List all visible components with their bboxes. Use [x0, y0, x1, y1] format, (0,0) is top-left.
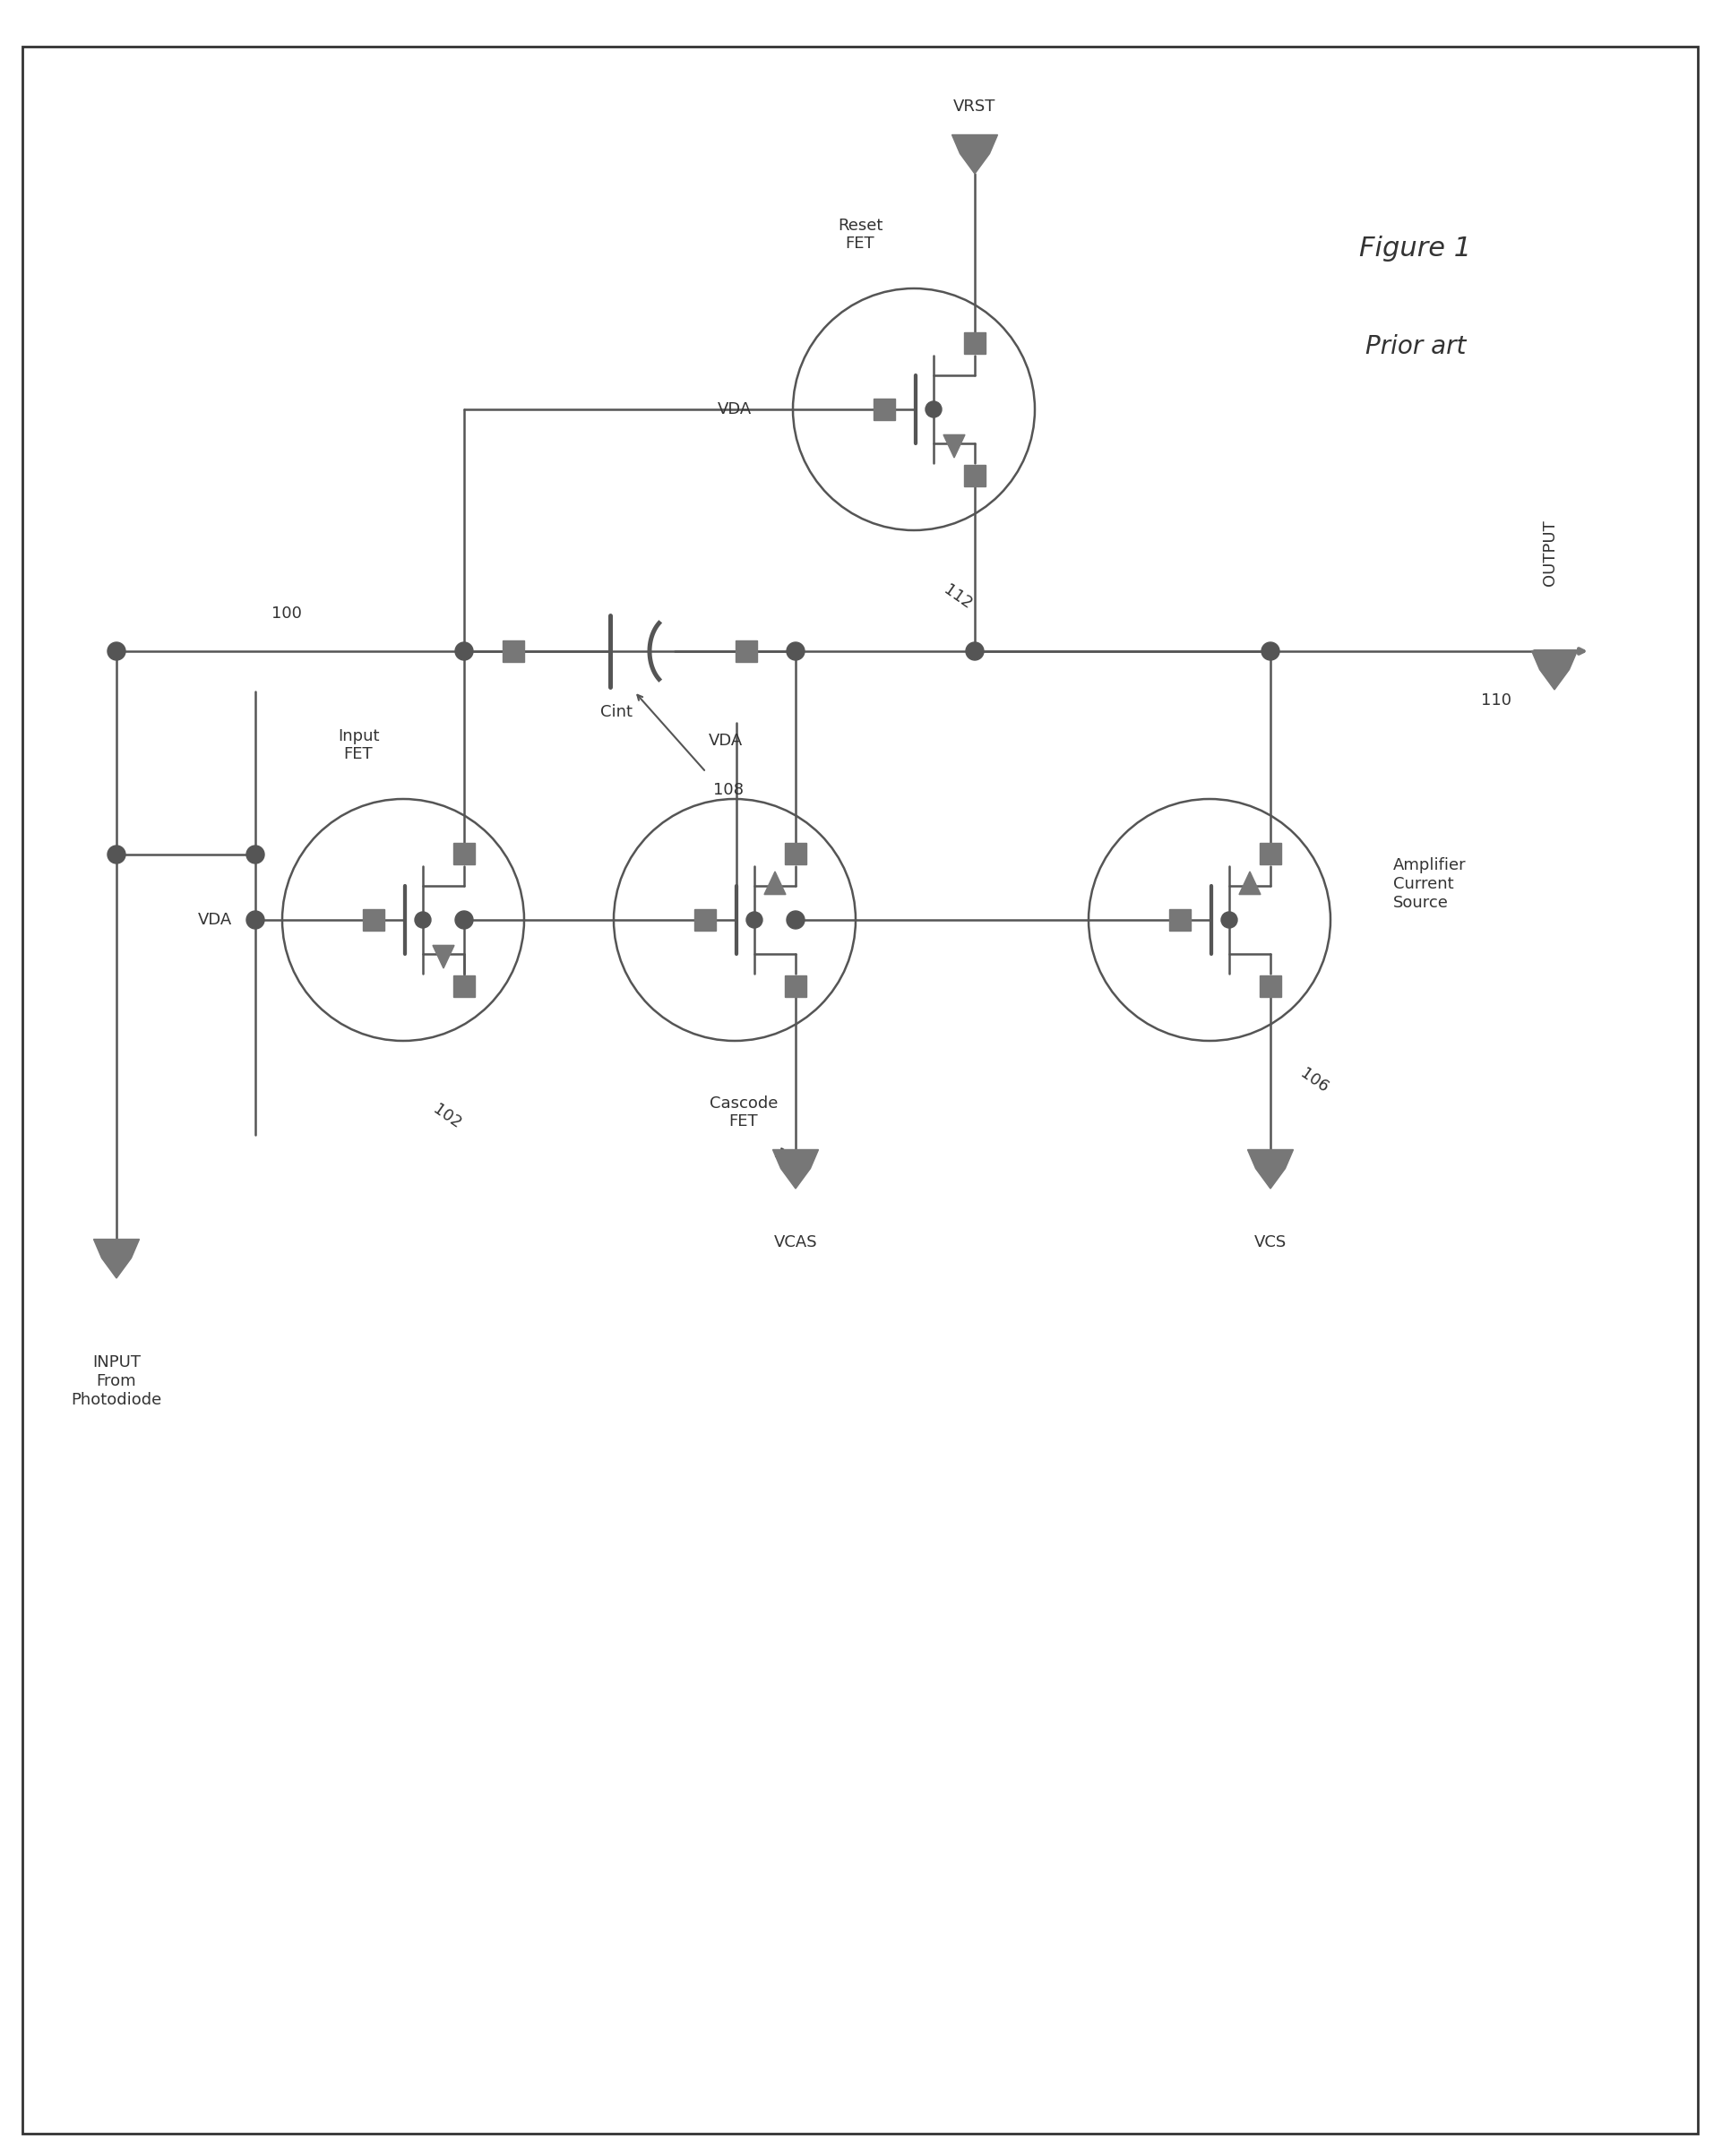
Circle shape — [1171, 912, 1188, 929]
Text: Cint: Cint — [601, 705, 632, 720]
Polygon shape — [765, 871, 785, 895]
Circle shape — [107, 642, 126, 660]
Bar — [503, 640, 523, 662]
Text: 102: 102 — [430, 1102, 465, 1132]
Text: VDA: VDA — [708, 733, 742, 748]
Text: 104: 104 — [770, 1147, 804, 1177]
Bar — [1261, 975, 1281, 996]
Text: Cascode
FET: Cascode FET — [709, 1095, 778, 1130]
Polygon shape — [944, 436, 964, 457]
Circle shape — [246, 845, 263, 862]
Text: VDA: VDA — [718, 401, 753, 418]
Polygon shape — [1240, 871, 1261, 895]
Text: Prior art: Prior art — [1366, 334, 1465, 360]
Bar — [735, 640, 758, 662]
Text: Input
FET: Input FET — [338, 729, 379, 763]
Text: INPUT
From
Photodiode: INPUT From Photodiode — [71, 1354, 162, 1408]
Polygon shape — [1248, 1149, 1293, 1188]
Bar — [785, 975, 806, 996]
Bar — [1261, 843, 1281, 865]
Circle shape — [925, 401, 942, 418]
Text: 100: 100 — [272, 606, 301, 621]
Text: Reset
FET: Reset FET — [837, 218, 883, 252]
Bar — [785, 843, 806, 865]
Bar — [964, 332, 985, 354]
Circle shape — [787, 642, 804, 660]
Circle shape — [455, 642, 474, 660]
Bar — [694, 910, 716, 931]
Text: OUTPUT: OUTPUT — [1541, 520, 1558, 586]
Bar — [453, 843, 475, 865]
Circle shape — [246, 912, 263, 929]
Polygon shape — [432, 944, 455, 968]
Polygon shape — [952, 136, 997, 175]
Text: 106: 106 — [1297, 1065, 1331, 1097]
Text: VRST: VRST — [954, 99, 995, 114]
Bar — [964, 466, 985, 487]
Text: VDA: VDA — [198, 912, 232, 927]
Text: 112: 112 — [940, 582, 975, 612]
Text: VCS: VCS — [1254, 1233, 1286, 1250]
Bar — [363, 910, 384, 931]
Circle shape — [415, 912, 430, 927]
Circle shape — [746, 912, 763, 927]
Circle shape — [455, 912, 474, 929]
Bar — [873, 399, 895, 420]
Text: VCAS: VCAS — [773, 1233, 818, 1250]
Circle shape — [107, 845, 126, 862]
Polygon shape — [93, 1240, 139, 1279]
Circle shape — [787, 912, 804, 929]
Polygon shape — [773, 1149, 818, 1188]
Text: Amplifier
Current
Source: Amplifier Current Source — [1393, 858, 1467, 910]
Circle shape — [1221, 912, 1238, 927]
Polygon shape — [1531, 651, 1577, 690]
Text: 110: 110 — [1481, 692, 1512, 709]
Bar — [453, 975, 475, 996]
Circle shape — [966, 642, 983, 660]
Text: Figure 1: Figure 1 — [1360, 235, 1472, 261]
Bar — [1169, 910, 1190, 931]
Text: 108: 108 — [713, 783, 744, 798]
Circle shape — [1262, 642, 1279, 660]
